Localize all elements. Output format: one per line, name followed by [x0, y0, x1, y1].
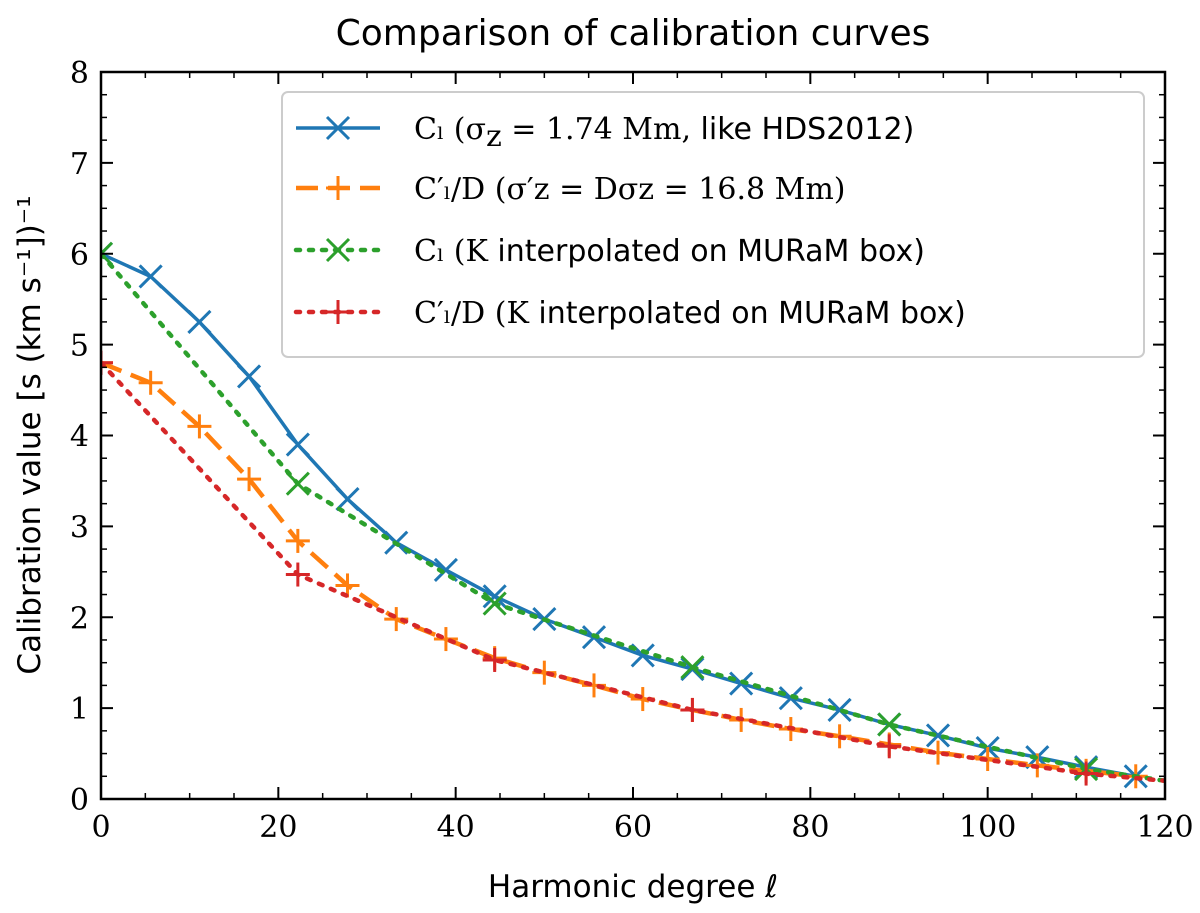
marker-stroke	[778, 686, 803, 711]
data-point	[237, 467, 262, 492]
y-tick-label: 3	[70, 510, 89, 545]
marker-stroke	[285, 471, 310, 496]
y-tick-label: 2	[70, 601, 89, 636]
data-point	[187, 414, 212, 439]
legend-text: C′ₗ/D (σ′z = Dσz = 16.8 Mm)	[414, 172, 846, 207]
data-point	[877, 712, 902, 737]
legend-marker	[326, 176, 350, 200]
axis-ticks: 0 20 40 60 80 100 120 0 1 2 3 4 5 6 7 8	[70, 56, 1194, 845]
legend-sans: like HDS2012)	[691, 112, 914, 147]
series-line	[101, 360, 1165, 784]
marker-stroke	[138, 264, 163, 289]
x-tick-label: 60	[614, 810, 652, 845]
marker-stroke	[101, 251, 114, 266]
data-point	[778, 686, 803, 711]
data-point	[285, 528, 310, 553]
data-point	[433, 627, 458, 652]
legend-math: Cₗ (σ	[414, 112, 486, 147]
legend-entry-3: C′ₗ/D (K interpolated on MURaM box)	[293, 296, 966, 331]
y-tick-label: 6	[70, 238, 89, 273]
marker-stroke	[187, 309, 212, 334]
x-tick-label: 100	[959, 810, 1016, 845]
x-axis-label: Harmonic degree ℓ	[488, 869, 778, 905]
marker-stroke	[433, 557, 458, 583]
legend-entry-0: Cₗ (σz = 1.74 Mm, like HDS2012)	[296, 112, 914, 154]
data-point	[482, 584, 507, 609]
legend-sans: interpolated on MURaM box)	[529, 296, 966, 331]
legend-subscript: z	[486, 119, 502, 154]
data-point	[482, 647, 507, 672]
series-3	[101, 350, 1165, 786]
marker-stroke	[325, 115, 351, 141]
marker-stroke	[482, 584, 507, 609]
legend: Cₗ (σz = 1.74 Mm, like HDS2012) C′ₗ/D (σ′…	[281, 91, 1145, 358]
data-point	[482, 591, 507, 616]
marker-stroke	[237, 364, 262, 389]
y-tick-label: 5	[70, 329, 89, 364]
data-point	[187, 309, 212, 334]
data-point	[138, 264, 163, 289]
data-point	[138, 370, 163, 395]
data-point	[1074, 761, 1099, 786]
y-tick-label: 7	[70, 147, 89, 182]
x-tick-label: 0	[91, 810, 110, 845]
x-tick-label: 40	[437, 810, 475, 845]
marker-stroke	[285, 432, 310, 457]
marker-stroke	[680, 655, 705, 680]
marker-stroke	[630, 643, 655, 668]
series-layer	[101, 241, 1165, 789]
y-tick-label: 0	[70, 783, 89, 818]
data-point	[680, 655, 705, 680]
data-point	[680, 697, 705, 722]
legend-box	[281, 91, 1145, 358]
marker-stroke	[827, 697, 852, 723]
x-tick-label: 20	[259, 810, 297, 845]
data-point	[285, 562, 310, 587]
legend-marker	[326, 300, 350, 324]
data-point	[827, 697, 852, 723]
legend-label: Cₗ (σz = 1.74 Mm, like HDS2012)	[414, 112, 914, 154]
legend-marker	[325, 237, 351, 263]
legend-math: C′ₗ/D (K	[414, 296, 529, 331]
y-tick-label: 4	[70, 420, 89, 455]
data-point	[237, 364, 262, 389]
y-tick-label: 8	[70, 56, 89, 91]
legend-label: C′ₗ/D (σ′z = Dσz = 16.8 Mm)	[414, 172, 846, 207]
data-point	[335, 573, 360, 598]
data-point	[285, 432, 310, 457]
y-tick-label: 1	[70, 692, 89, 727]
data-point	[877, 734, 902, 759]
marker-stroke	[925, 723, 951, 748]
data-point	[925, 723, 951, 748]
series-1	[101, 350, 1148, 789]
legend-label: Cₗ (K interpolated on MURaM box)	[414, 234, 925, 269]
marker-stroke	[877, 712, 902, 737]
legend-marker	[325, 115, 351, 141]
data-point	[285, 471, 310, 496]
legend-label: C′ₗ/D (K interpolated on MURaM box)	[414, 296, 966, 331]
data-point	[101, 241, 114, 266]
data-point	[101, 350, 113, 375]
legend-sans: interpolated on MURaM box)	[488, 234, 925, 269]
x-tick-label: 80	[791, 810, 829, 845]
marker-stroke	[101, 241, 114, 256]
legend-math: = 1.74 Mm,	[502, 112, 691, 147]
legend-math: Cₗ (K	[414, 234, 488, 269]
marker-stroke	[335, 487, 360, 512]
legend-entry-1: C′ₗ/D (σ′z = Dσz = 16.8 Mm)	[296, 172, 846, 207]
y-axis-label: Calibration value [s (km s⁻¹])⁻¹	[12, 195, 48, 674]
marker-stroke	[482, 591, 507, 616]
series-line	[101, 252, 1137, 779]
x-tick-label: 120	[1136, 810, 1193, 845]
series-line	[101, 360, 1136, 779]
marker-stroke	[325, 237, 351, 263]
legend-entry-2: Cₗ (K interpolated on MURaM box)	[293, 234, 925, 269]
chart-title: Comparison of calibration curves	[336, 13, 931, 54]
data-point	[335, 487, 360, 512]
